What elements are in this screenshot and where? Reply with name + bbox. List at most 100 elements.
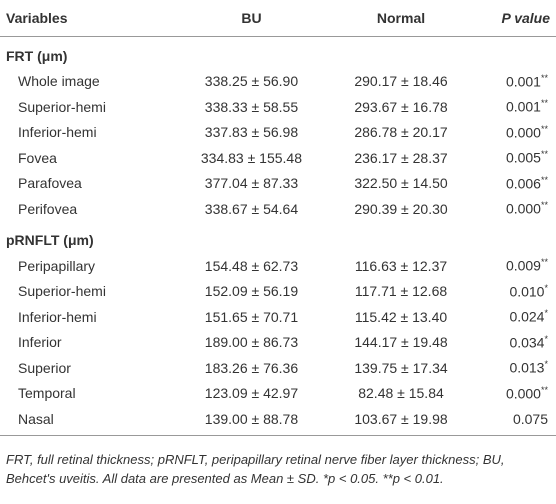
normal-value: 322.50 ± 14.50 [354,175,448,192]
data-row: Inferior-hemi 337.83 ± 56.98 286.78 ± 20.1… [0,120,556,146]
p-value: 0.013 [509,360,545,377]
p-value-cell: 0.010* [473,279,556,305]
normal-value: 116.63 ± 12.37 [354,257,448,274]
normal-value: 82.48 ± 15.84 [358,385,444,402]
p-value: 0.001 [505,73,541,90]
row-label: Fovea [18,149,57,166]
significance: ** [540,123,548,134]
row-label: Superior-hemi [18,98,106,115]
p-value: 0.010 [509,283,545,300]
p-value-cell: 0.009** [473,253,556,279]
section-title: FRT (μm) [6,47,68,64]
bu-value: 334.83 ± 155.48 [200,149,302,166]
section-row: pRNFLT (μm) [0,222,556,254]
p-value-cell: 0.075 [473,406,556,436]
normal-value: 144.17 ± 19.48 [354,334,448,351]
p-value-cell: 0.034* [473,330,556,356]
normal-value: 139.75 ± 17.34 [354,359,448,376]
data-row: Superior-hemi 152.09 ± 56.19 117.71 ± 12.6… [0,279,556,305]
data-row: Nasal 139.00 ± 88.78 103.67 ± 19.98 0.075 [0,406,556,436]
p-value: 0.000 [505,124,541,141]
normal-value: 103.67 ± 19.98 [328,406,474,436]
normal-value: 115.42 ± 13.40 [354,308,448,325]
p-value-cell: 0.013* [473,355,556,381]
significance: * [544,282,548,293]
p-value: 0.005 [505,150,541,167]
significance: ** [540,98,548,109]
header-row: Variables BU Normal P value [0,0,556,37]
bu-value: 152.09 ± 56.19 [204,283,299,300]
significance: * [544,333,548,344]
significance: ** [540,174,548,185]
p-value: 0.006 [505,175,541,192]
p-value: 0.001 [505,99,541,116]
data-row: Peripapillary 154.48 ± 62.73 116.63 ± 12.3… [0,253,556,279]
data-row: Superior-hemi 338.33 ± 58.55 293.67 ± 16.7… [0,94,556,120]
data-row: Perifovea 338.67 ± 54.64 290.39 ± 20.30 0.0… [0,196,556,222]
column-header: Normal [328,0,474,37]
p-value-cell: 0.000** [473,381,556,407]
significance: * [544,359,548,370]
p-value: 0.000 [505,385,541,402]
normal-value: 293.67 ± 16.78 [354,98,448,115]
p-value: 0.024 [509,309,545,326]
significance: ** [540,72,548,83]
column-header: P value [473,0,556,37]
section-title: pRNFLT (μm) [6,232,94,249]
row-label: Inferior-hemi [18,124,97,141]
p-value: 0.034 [509,334,545,351]
table-body: FRT (μm) Whole image 338.25 ± 56.90 290.17 … [0,37,556,436]
column-header: Variables [0,0,174,37]
section-row: FRT (μm) [0,37,556,69]
data-row: Inferior-hemi 151.65 ± 70.71 115.42 ± 13.4… [0,304,556,330]
significance: * [544,308,548,319]
footnote: FRT, full retinal thickness; pRNFLT, per… [6,451,505,486]
data-row: Whole image 338.25 ± 56.90 290.17 ± 18.46 0… [0,69,556,95]
p-value-cell: 0.000** [473,120,556,146]
row-label: Inferior-hemi [18,308,97,325]
row-label: Superior-hemi [18,283,106,300]
data-table: Variables BU Normal P value FRT (μm) Whole i… [0,0,556,436]
p-value: 0.009 [505,258,541,275]
data-row: Superior 183.26 ± 76.36 139.75 ± 17.34 0.01… [0,355,556,381]
bu-value: 338.25 ± 56.90 [204,73,299,90]
significance: ** [540,200,548,211]
bu-value: 139.00 ± 88.78 [174,406,329,436]
p-value: 0.075 [512,410,548,427]
row-label: Nasal [0,406,174,436]
significance: ** [540,149,548,160]
column-header: BU [174,0,329,37]
row-label: Superior [18,359,71,376]
bu-value: 151.65 ± 70.71 [204,308,299,325]
bu-value: 189.00 ± 86.73 [204,334,299,351]
normal-value: 117.71 ± 12.68 [354,283,448,300]
significance: ** [540,384,548,395]
p-value-cell: 0.001** [473,69,556,95]
bu-value: 377.04 ± 87.33 [204,175,299,192]
normal-value: 290.39 ± 20.30 [354,200,448,217]
bu-value: 123.09 ± 42.97 [204,385,299,402]
significance: ** [540,257,548,268]
row-label: Inferior [18,334,62,351]
data-row: Parafovea 377.04 ± 87.33 322.50 ± 14.50 0.0… [0,171,556,197]
p-value-cell: 0.005** [473,145,556,171]
row-label: Parafovea [18,175,82,192]
normal-value: 290.17 ± 18.46 [354,73,448,90]
bu-value: 338.33 ± 58.55 [204,98,299,115]
bu-value: 338.67 ± 54.64 [204,200,299,217]
bu-value: 183.26 ± 76.36 [204,359,299,376]
normal-value: 236.17 ± 28.37 [354,149,448,166]
p-value-cell: 0.024* [473,304,556,330]
row-label: Perifovea [18,200,78,217]
p-value-cell: 0.001** [473,94,556,120]
row-label: Whole image [18,73,100,90]
bu-value: 154.48 ± 62.73 [204,257,299,274]
data-row: Fovea 334.83 ± 155.48 236.17 ± 28.37 0.005*… [0,145,556,171]
row-label: Peripapillary [18,257,96,274]
data-row: Inferior 189.00 ± 86.73 144.17 ± 19.48 0.03… [0,330,556,356]
p-value-cell: 0.000** [473,196,556,222]
row-label: Temporal [18,385,76,402]
p-value-cell: 0.006** [473,171,556,197]
bu-value: 337.83 ± 56.98 [204,124,299,141]
